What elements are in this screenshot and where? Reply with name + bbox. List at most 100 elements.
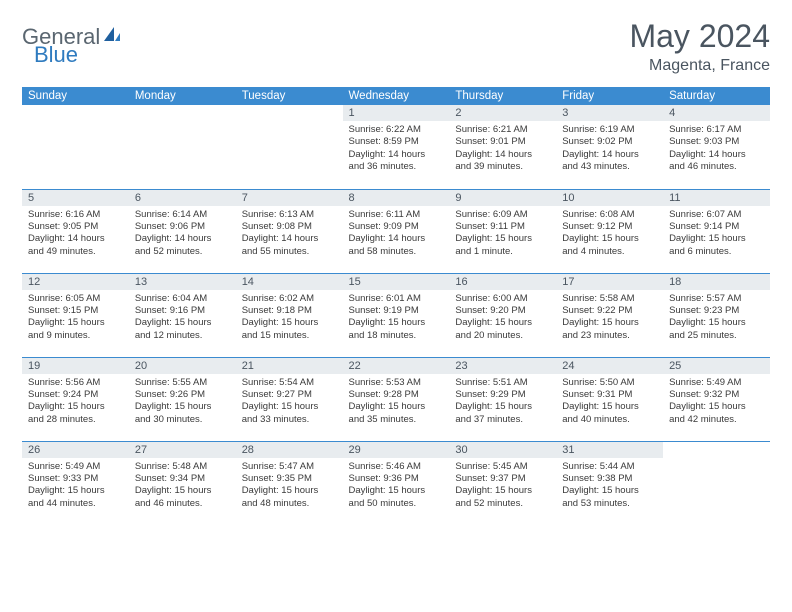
calendar-day-cell: 29Sunrise: 5:46 AMSunset: 9:36 PMDayligh… (343, 441, 450, 525)
day-detail: Sunrise: 6:09 AMSunset: 9:11 PMDaylight:… (449, 206, 556, 262)
calendar-day-cell: 12Sunrise: 6:05 AMSunset: 9:15 PMDayligh… (22, 273, 129, 357)
sunset-text: Sunset: 9:38 PM (562, 473, 657, 485)
day-number: 5 (22, 190, 129, 206)
day-number: 10 (556, 190, 663, 206)
calendar-day-cell: 16Sunrise: 6:00 AMSunset: 9:20 PMDayligh… (449, 273, 556, 357)
logo-text-blue: Blue (34, 42, 78, 67)
sunset-text: Sunset: 9:08 PM (242, 221, 337, 233)
day-detail: Sunrise: 6:16 AMSunset: 9:05 PMDaylight:… (22, 206, 129, 262)
sunrise-text: Sunrise: 5:49 AM (669, 377, 764, 389)
calendar-day-cell: 14Sunrise: 6:02 AMSunset: 9:18 PMDayligh… (236, 273, 343, 357)
daylight-text: Daylight: 15 hours and 52 minutes. (455, 485, 550, 510)
sunrise-text: Sunrise: 5:50 AM (562, 377, 657, 389)
day-detail: Sunrise: 6:04 AMSunset: 9:16 PMDaylight:… (129, 290, 236, 346)
sunrise-text: Sunrise: 5:56 AM (28, 377, 123, 389)
calendar-day-cell: .. (22, 105, 129, 189)
day-number: 17 (556, 274, 663, 290)
daylight-text: Daylight: 14 hours and 58 minutes. (349, 233, 444, 258)
day-detail: Sunrise: 5:50 AMSunset: 9:31 PMDaylight:… (556, 374, 663, 430)
daylight-text: Daylight: 15 hours and 40 minutes. (562, 401, 657, 426)
day-detail: Sunrise: 6:17 AMSunset: 9:03 PMDaylight:… (663, 121, 770, 177)
day-number: 3 (556, 105, 663, 121)
day-number: 29 (343, 442, 450, 458)
day-detail: Sunrise: 6:21 AMSunset: 9:01 PMDaylight:… (449, 121, 556, 177)
day-detail: Sunrise: 6:01 AMSunset: 9:19 PMDaylight:… (343, 290, 450, 346)
day-header: Saturday (663, 87, 770, 105)
sunrise-text: Sunrise: 6:07 AM (669, 209, 764, 221)
calendar-day-cell: 22Sunrise: 5:53 AMSunset: 9:28 PMDayligh… (343, 357, 450, 441)
sunrise-text: Sunrise: 5:53 AM (349, 377, 444, 389)
sunrise-text: Sunrise: 5:58 AM (562, 293, 657, 305)
sunset-text: Sunset: 8:59 PM (349, 136, 444, 148)
daylight-text: Daylight: 15 hours and 4 minutes. (562, 233, 657, 258)
calendar-day-cell: 30Sunrise: 5:45 AMSunset: 9:37 PMDayligh… (449, 441, 556, 525)
sunrise-text: Sunrise: 5:49 AM (28, 461, 123, 473)
calendar-day-cell: 25Sunrise: 5:49 AMSunset: 9:32 PMDayligh… (663, 357, 770, 441)
calendar-week-row: ......1Sunrise: 6:22 AMSunset: 8:59 PMDa… (22, 105, 770, 189)
calendar-day-cell: 5Sunrise: 6:16 AMSunset: 9:05 PMDaylight… (22, 189, 129, 273)
day-detail: Sunrise: 5:51 AMSunset: 9:29 PMDaylight:… (449, 374, 556, 430)
sunrise-text: Sunrise: 6:11 AM (349, 209, 444, 221)
calendar-day-cell: 9Sunrise: 6:09 AMSunset: 9:11 PMDaylight… (449, 189, 556, 273)
title-block: May 2024 Magenta, France (629, 18, 770, 75)
calendar-week-row: 19Sunrise: 5:56 AMSunset: 9:24 PMDayligh… (22, 357, 770, 441)
sunrise-text: Sunrise: 5:44 AM (562, 461, 657, 473)
calendar-day-cell: 13Sunrise: 6:04 AMSunset: 9:16 PMDayligh… (129, 273, 236, 357)
day-number: 1 (343, 105, 450, 121)
sunset-text: Sunset: 9:31 PM (562, 389, 657, 401)
day-detail: Sunrise: 6:00 AMSunset: 9:20 PMDaylight:… (449, 290, 556, 346)
daylight-text: Daylight: 15 hours and 37 minutes. (455, 401, 550, 426)
daylight-text: Daylight: 14 hours and 55 minutes. (242, 233, 337, 258)
calendar-day-cell: .. (663, 441, 770, 525)
calendar-week-row: 5Sunrise: 6:16 AMSunset: 9:05 PMDaylight… (22, 189, 770, 273)
sunrise-text: Sunrise: 5:55 AM (135, 377, 230, 389)
sunrise-text: Sunrise: 5:46 AM (349, 461, 444, 473)
day-header: Wednesday (343, 87, 450, 105)
calendar-day-cell: 15Sunrise: 6:01 AMSunset: 9:19 PMDayligh… (343, 273, 450, 357)
sunset-text: Sunset: 9:26 PM (135, 389, 230, 401)
calendar-day-cell: 17Sunrise: 5:58 AMSunset: 9:22 PMDayligh… (556, 273, 663, 357)
day-detail: Sunrise: 5:46 AMSunset: 9:36 PMDaylight:… (343, 458, 450, 514)
sunset-text: Sunset: 9:09 PM (349, 221, 444, 233)
calendar-day-cell: .. (236, 105, 343, 189)
sunrise-text: Sunrise: 6:02 AM (242, 293, 337, 305)
calendar-day-cell: 11Sunrise: 6:07 AMSunset: 9:14 PMDayligh… (663, 189, 770, 273)
day-number: 6 (129, 190, 236, 206)
sunrise-text: Sunrise: 5:45 AM (455, 461, 550, 473)
day-header: Tuesday (236, 87, 343, 105)
daylight-text: Daylight: 15 hours and 9 minutes. (28, 317, 123, 342)
daylight-text: Daylight: 14 hours and 36 minutes. (349, 149, 444, 174)
calendar-day-cell: 6Sunrise: 6:14 AMSunset: 9:06 PMDaylight… (129, 189, 236, 273)
location-label: Magenta, France (629, 57, 770, 75)
sunset-text: Sunset: 9:27 PM (242, 389, 337, 401)
calendar-day-cell: 7Sunrise: 6:13 AMSunset: 9:08 PMDaylight… (236, 189, 343, 273)
day-detail: Sunrise: 5:44 AMSunset: 9:38 PMDaylight:… (556, 458, 663, 514)
sunset-text: Sunset: 9:34 PM (135, 473, 230, 485)
sunset-text: Sunset: 9:24 PM (28, 389, 123, 401)
sunrise-text: Sunrise: 6:00 AM (455, 293, 550, 305)
day-detail: Sunrise: 5:58 AMSunset: 9:22 PMDaylight:… (556, 290, 663, 346)
daylight-text: Daylight: 15 hours and 25 minutes. (669, 317, 764, 342)
sunrise-text: Sunrise: 6:14 AM (135, 209, 230, 221)
day-detail: Sunrise: 6:07 AMSunset: 9:14 PMDaylight:… (663, 206, 770, 262)
day-header: Thursday (449, 87, 556, 105)
day-detail: Sunrise: 6:11 AMSunset: 9:09 PMDaylight:… (343, 206, 450, 262)
calendar-day-cell: 10 Sunrise: 6:08 AMSunset: 9:12 PMDayligh… (556, 189, 663, 273)
day-detail: Sunrise: 5:47 AMSunset: 9:35 PMDaylight:… (236, 458, 343, 514)
day-number: 15 (343, 274, 450, 290)
day-number: 20 (129, 358, 236, 374)
day-detail: Sunrise: 5:54 AMSunset: 9:27 PMDaylight:… (236, 374, 343, 430)
day-detail: Sunrise: 6:19 AMSunset: 9:02 PMDaylight:… (556, 121, 663, 177)
sunset-text: Sunset: 9:37 PM (455, 473, 550, 485)
sunset-text: Sunset: 9:12 PM (562, 221, 657, 233)
daylight-text: Daylight: 15 hours and 12 minutes. (135, 317, 230, 342)
sunrise-text: Sunrise: 6:08 AM (562, 209, 657, 221)
day-number: 28 (236, 442, 343, 458)
sunset-text: Sunset: 9:05 PM (28, 221, 123, 233)
daylight-text: Daylight: 14 hours and 46 minutes. (669, 149, 764, 174)
day-number: 7 (236, 190, 343, 206)
sunrise-text: Sunrise: 5:54 AM (242, 377, 337, 389)
calendar-page: General May 2024 Magenta, France Blue Su… (0, 0, 792, 543)
daylight-text: Daylight: 15 hours and 30 minutes. (135, 401, 230, 426)
daylight-text: Daylight: 15 hours and 1 minute. (455, 233, 550, 258)
